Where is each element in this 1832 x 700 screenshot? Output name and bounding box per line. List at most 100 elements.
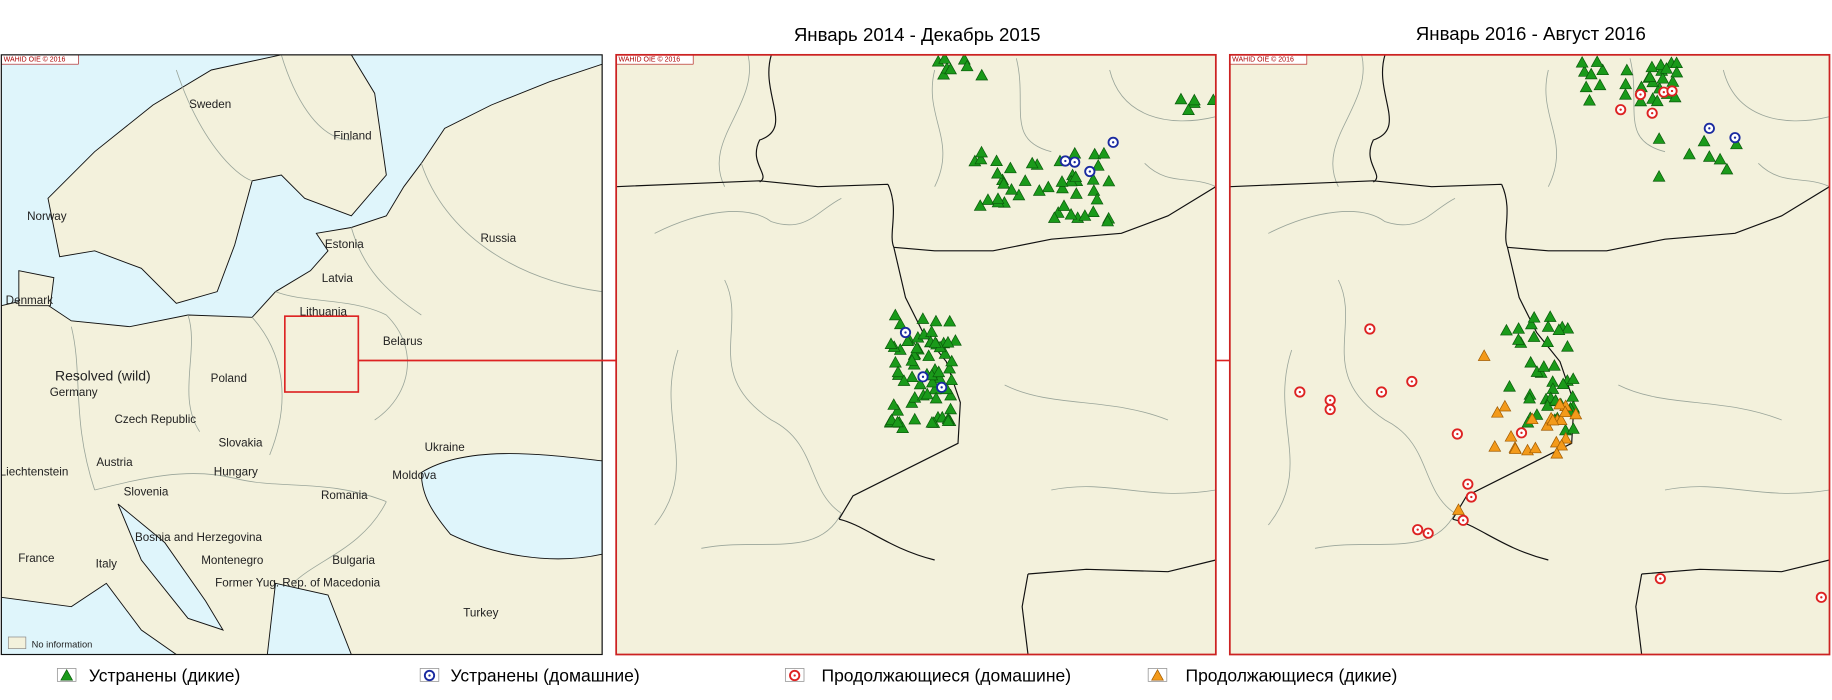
marker-wild-resolved bbox=[944, 402, 958, 415]
marker-wild-ongoing bbox=[1554, 413, 1568, 426]
marker-dot bbox=[1329, 408, 1332, 411]
marker-wild-resolved bbox=[1713, 152, 1727, 165]
country-label: Moldova bbox=[392, 469, 437, 482]
country-label: Sweden bbox=[189, 98, 231, 111]
marker-wild-resolved bbox=[891, 415, 904, 428]
marker-wild-resolved bbox=[1057, 199, 1071, 211]
country-label: Slovenia bbox=[124, 485, 169, 498]
country-label: Russia bbox=[481, 232, 517, 245]
country-label: Czech Republic bbox=[115, 413, 197, 426]
marker-wild-resolved bbox=[974, 152, 988, 165]
panel-frame bbox=[0, 54, 603, 656]
marker-wild-resolved bbox=[1579, 80, 1593, 93]
marker-wild-resolved bbox=[888, 308, 902, 321]
marker-wild-resolved bbox=[888, 355, 902, 368]
watermark: WAHID OIE © 2016 bbox=[1232, 55, 1294, 63]
marker-wild-resolved bbox=[981, 193, 995, 205]
marker-wild-resolved bbox=[1078, 209, 1092, 221]
marker-wild-resolved bbox=[941, 414, 955, 426]
legend-label: Устранены (дикие) bbox=[89, 665, 240, 685]
country-label: Belarus bbox=[383, 335, 423, 348]
marker-wild-resolved bbox=[945, 373, 958, 386]
marker-wild-resolved bbox=[1174, 92, 1188, 105]
marker-dot bbox=[1651, 112, 1654, 115]
marker-wild-resolved bbox=[910, 341, 924, 354]
marker-wild-resolved bbox=[1547, 359, 1561, 371]
marker-wild-resolved bbox=[1702, 150, 1716, 162]
marker-dot bbox=[1733, 136, 1737, 139]
panel-title: Январь 2016 - Август 2016 bbox=[1416, 23, 1646, 44]
marker-wild-resolved bbox=[944, 388, 958, 401]
marker-wild-resolved bbox=[1527, 310, 1541, 323]
marker-dot bbox=[1088, 170, 1091, 173]
marker-dot bbox=[1520, 431, 1523, 434]
marker-wild-ongoing bbox=[1498, 399, 1512, 412]
marker-wild-ongoing bbox=[1477, 349, 1491, 361]
country-label: Poland bbox=[211, 372, 247, 385]
marker-wild-resolved bbox=[1041, 180, 1055, 193]
no-info-swatch bbox=[7, 636, 27, 650]
watermark-box bbox=[1229, 54, 1308, 65]
marker-wild-resolved bbox=[1656, 71, 1670, 84]
marker-wild-ongoing bbox=[1504, 429, 1518, 442]
marker-wild-resolved bbox=[1182, 103, 1195, 115]
marker-wild-resolved bbox=[1668, 90, 1682, 103]
marker-dot bbox=[1064, 159, 1067, 163]
marker-wild-resolved bbox=[1206, 93, 1216, 106]
marker-wild-resolved bbox=[929, 314, 943, 327]
marker-dot bbox=[1619, 108, 1622, 111]
marker-wild-resolved bbox=[1187, 93, 1201, 106]
marker-wild-resolved bbox=[991, 192, 1005, 204]
marker-wild-resolved bbox=[1643, 70, 1657, 82]
marker-wild-resolved bbox=[920, 387, 934, 400]
marker-wild-resolved bbox=[1584, 67, 1598, 80]
marker-dot bbox=[1670, 89, 1674, 93]
marker-wild-resolved bbox=[1090, 192, 1104, 205]
marker-dot bbox=[904, 331, 907, 334]
marker-wild-resolved bbox=[1047, 211, 1061, 223]
marker-dot bbox=[1329, 399, 1332, 402]
marker-wild-ongoing bbox=[1555, 438, 1569, 451]
marker-wild-ongoing bbox=[1553, 397, 1567, 410]
marker-wild-resolved bbox=[905, 354, 919, 366]
marker-wild-resolved bbox=[908, 412, 922, 425]
marker-wild-resolved bbox=[913, 377, 927, 390]
marker-wild-ongoing bbox=[1490, 405, 1504, 418]
land bbox=[18, 54, 387, 307]
watermark-box bbox=[616, 54, 694, 65]
country-label: Former Yug. Rep. of Macedonia bbox=[215, 576, 381, 589]
marker-dot bbox=[1659, 577, 1662, 580]
legend-label: Продолжающиеся (дикие) bbox=[1186, 665, 1398, 685]
country-label: Austria bbox=[96, 456, 133, 469]
country-label: Finland bbox=[333, 130, 371, 143]
marker-wild-resolved bbox=[1541, 335, 1554, 348]
marker-wild-resolved bbox=[1032, 184, 1046, 196]
country-label: Germany bbox=[50, 386, 98, 399]
marker-wild-resolved bbox=[948, 334, 962, 346]
marker-dot bbox=[793, 674, 796, 677]
legend: Устранены (дикие) Устранены (домашние) Про… bbox=[56, 665, 1398, 685]
country-label: Bulgaria bbox=[332, 554, 375, 567]
marker-wild-resolved bbox=[922, 349, 936, 361]
marker-wild-resolved bbox=[1541, 320, 1555, 332]
marker-dot bbox=[1368, 327, 1371, 331]
country-label: France bbox=[18, 552, 54, 565]
marker-wild-resolved bbox=[1086, 172, 1100, 185]
marker-wild-resolved bbox=[1055, 175, 1069, 187]
country-label: Turkey bbox=[463, 607, 498, 620]
marker-wild-resolved bbox=[1566, 422, 1580, 434]
marker-wild-ongoing bbox=[1569, 407, 1583, 420]
marker-wild-ongoing bbox=[1508, 442, 1522, 454]
marker-wild-resolved bbox=[1593, 78, 1607, 91]
marker-dot bbox=[1112, 141, 1115, 144]
marker-wild-resolved bbox=[925, 416, 939, 428]
marker-wild-ongoing bbox=[1525, 412, 1539, 425]
marker-wild-resolved bbox=[1652, 132, 1666, 144]
marker-wild-resolved bbox=[1086, 205, 1100, 217]
marker-wild-resolved bbox=[1552, 323, 1566, 335]
marker-wild-resolved bbox=[893, 317, 907, 330]
marker-wild-resolved bbox=[1682, 147, 1696, 160]
marker-dot bbox=[1416, 528, 1419, 531]
